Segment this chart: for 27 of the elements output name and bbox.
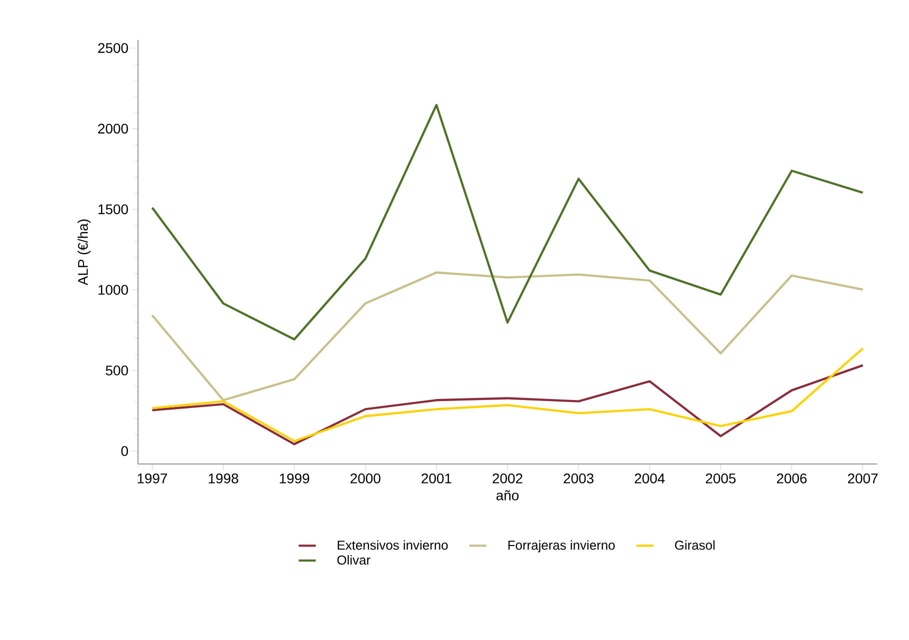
- legend-label: Olivar: [337, 555, 370, 565]
- x-tick-label: 2001: [422, 473, 452, 484]
- y-axis-title: ALP (€/ha): [78, 220, 91, 286]
- y-tick-label: 1000: [98, 284, 128, 295]
- x-tick-label: 1998: [208, 473, 238, 484]
- x-tick-label: 2004: [634, 473, 665, 484]
- line-series: [151, 271, 864, 402]
- line-series: [151, 104, 864, 340]
- y-tick-label: 2500: [98, 43, 128, 53]
- legend-label: Forrajeras invierno: [508, 540, 615, 552]
- x-tick-label: 2002: [492, 473, 522, 484]
- x-tick-label: 2006: [776, 473, 807, 484]
- legend-label: Girasol: [675, 540, 715, 550]
- x-axis-title: año: [496, 490, 519, 500]
- x-tick-label: 2000: [350, 473, 380, 484]
- y-tick-label: 2000: [98, 124, 128, 134]
- x-tick-label: 2007: [848, 473, 878, 484]
- y-tick-label: 500: [106, 366, 128, 376]
- x-tick-label: 2003: [564, 473, 594, 484]
- x-tick-label: 2005: [706, 473, 736, 484]
- y-tick-label: 1500: [98, 204, 128, 214]
- line-series: [151, 364, 864, 446]
- x-tick-label: 1999: [280, 473, 310, 484]
- y-tick-label: 0: [121, 446, 128, 456]
- line-series: [151, 347, 864, 442]
- legend-label: Extensivos invierno: [338, 540, 448, 550]
- x-tick-label: 1997: [138, 473, 168, 484]
